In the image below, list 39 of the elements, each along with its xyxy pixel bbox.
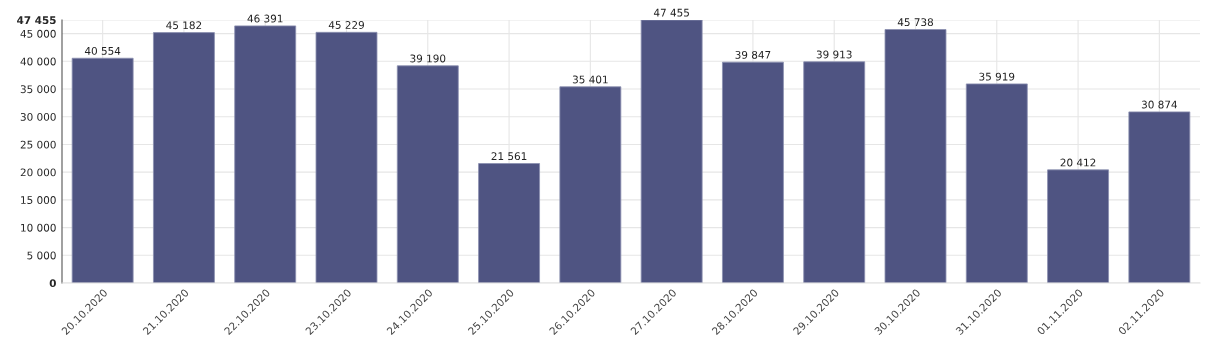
data-label: 39 913 bbox=[816, 50, 852, 59]
bar bbox=[640, 20, 703, 283]
y-tick-label: 20 000 bbox=[20, 168, 56, 177]
bar bbox=[478, 163, 540, 283]
y-tick-label: 40 000 bbox=[20, 57, 56, 66]
y-tick-label: 47 455 bbox=[17, 16, 56, 25]
data-label: 30 874 bbox=[1141, 100, 1177, 109]
bar bbox=[71, 57, 134, 283]
data-label: 35 401 bbox=[572, 75, 608, 84]
data-label: 46 391 bbox=[247, 14, 283, 23]
y-tick-label: 5 000 bbox=[27, 251, 56, 260]
bar bbox=[559, 86, 622, 283]
data-label: 45 182 bbox=[166, 21, 202, 30]
y-tick-label: 0 bbox=[49, 279, 56, 288]
y-tick-label: 30 000 bbox=[20, 112, 56, 121]
bar bbox=[315, 31, 378, 283]
data-label: 47 455 bbox=[653, 8, 689, 17]
bar bbox=[1128, 111, 1191, 283]
data-label: 45 229 bbox=[328, 21, 364, 29]
y-tick-label: 15 000 bbox=[21, 196, 56, 204]
y-tick-label: 35 000 bbox=[20, 85, 56, 94]
data-label: 35 919 bbox=[979, 72, 1015, 81]
bar bbox=[1047, 169, 1109, 283]
bar bbox=[722, 61, 784, 283]
bar bbox=[884, 29, 947, 283]
bar bbox=[965, 83, 1028, 283]
bar bbox=[803, 61, 866, 283]
y-tick-label: 45 000 bbox=[20, 29, 56, 38]
data-label: 45 738 bbox=[897, 18, 934, 27]
data-label: 39 847 bbox=[735, 50, 771, 59]
bar bbox=[153, 32, 215, 283]
data-label: 20 412 bbox=[1060, 158, 1096, 167]
bar bbox=[234, 25, 297, 283]
data-label: 39 190 bbox=[410, 54, 446, 63]
y-tick-label: 25 000 bbox=[20, 140, 56, 149]
data-label: 40 554 bbox=[84, 46, 121, 55]
y-tick-label: 10 000 bbox=[21, 223, 56, 232]
bar bbox=[396, 65, 459, 283]
data-label: 21 561 bbox=[491, 152, 527, 161]
